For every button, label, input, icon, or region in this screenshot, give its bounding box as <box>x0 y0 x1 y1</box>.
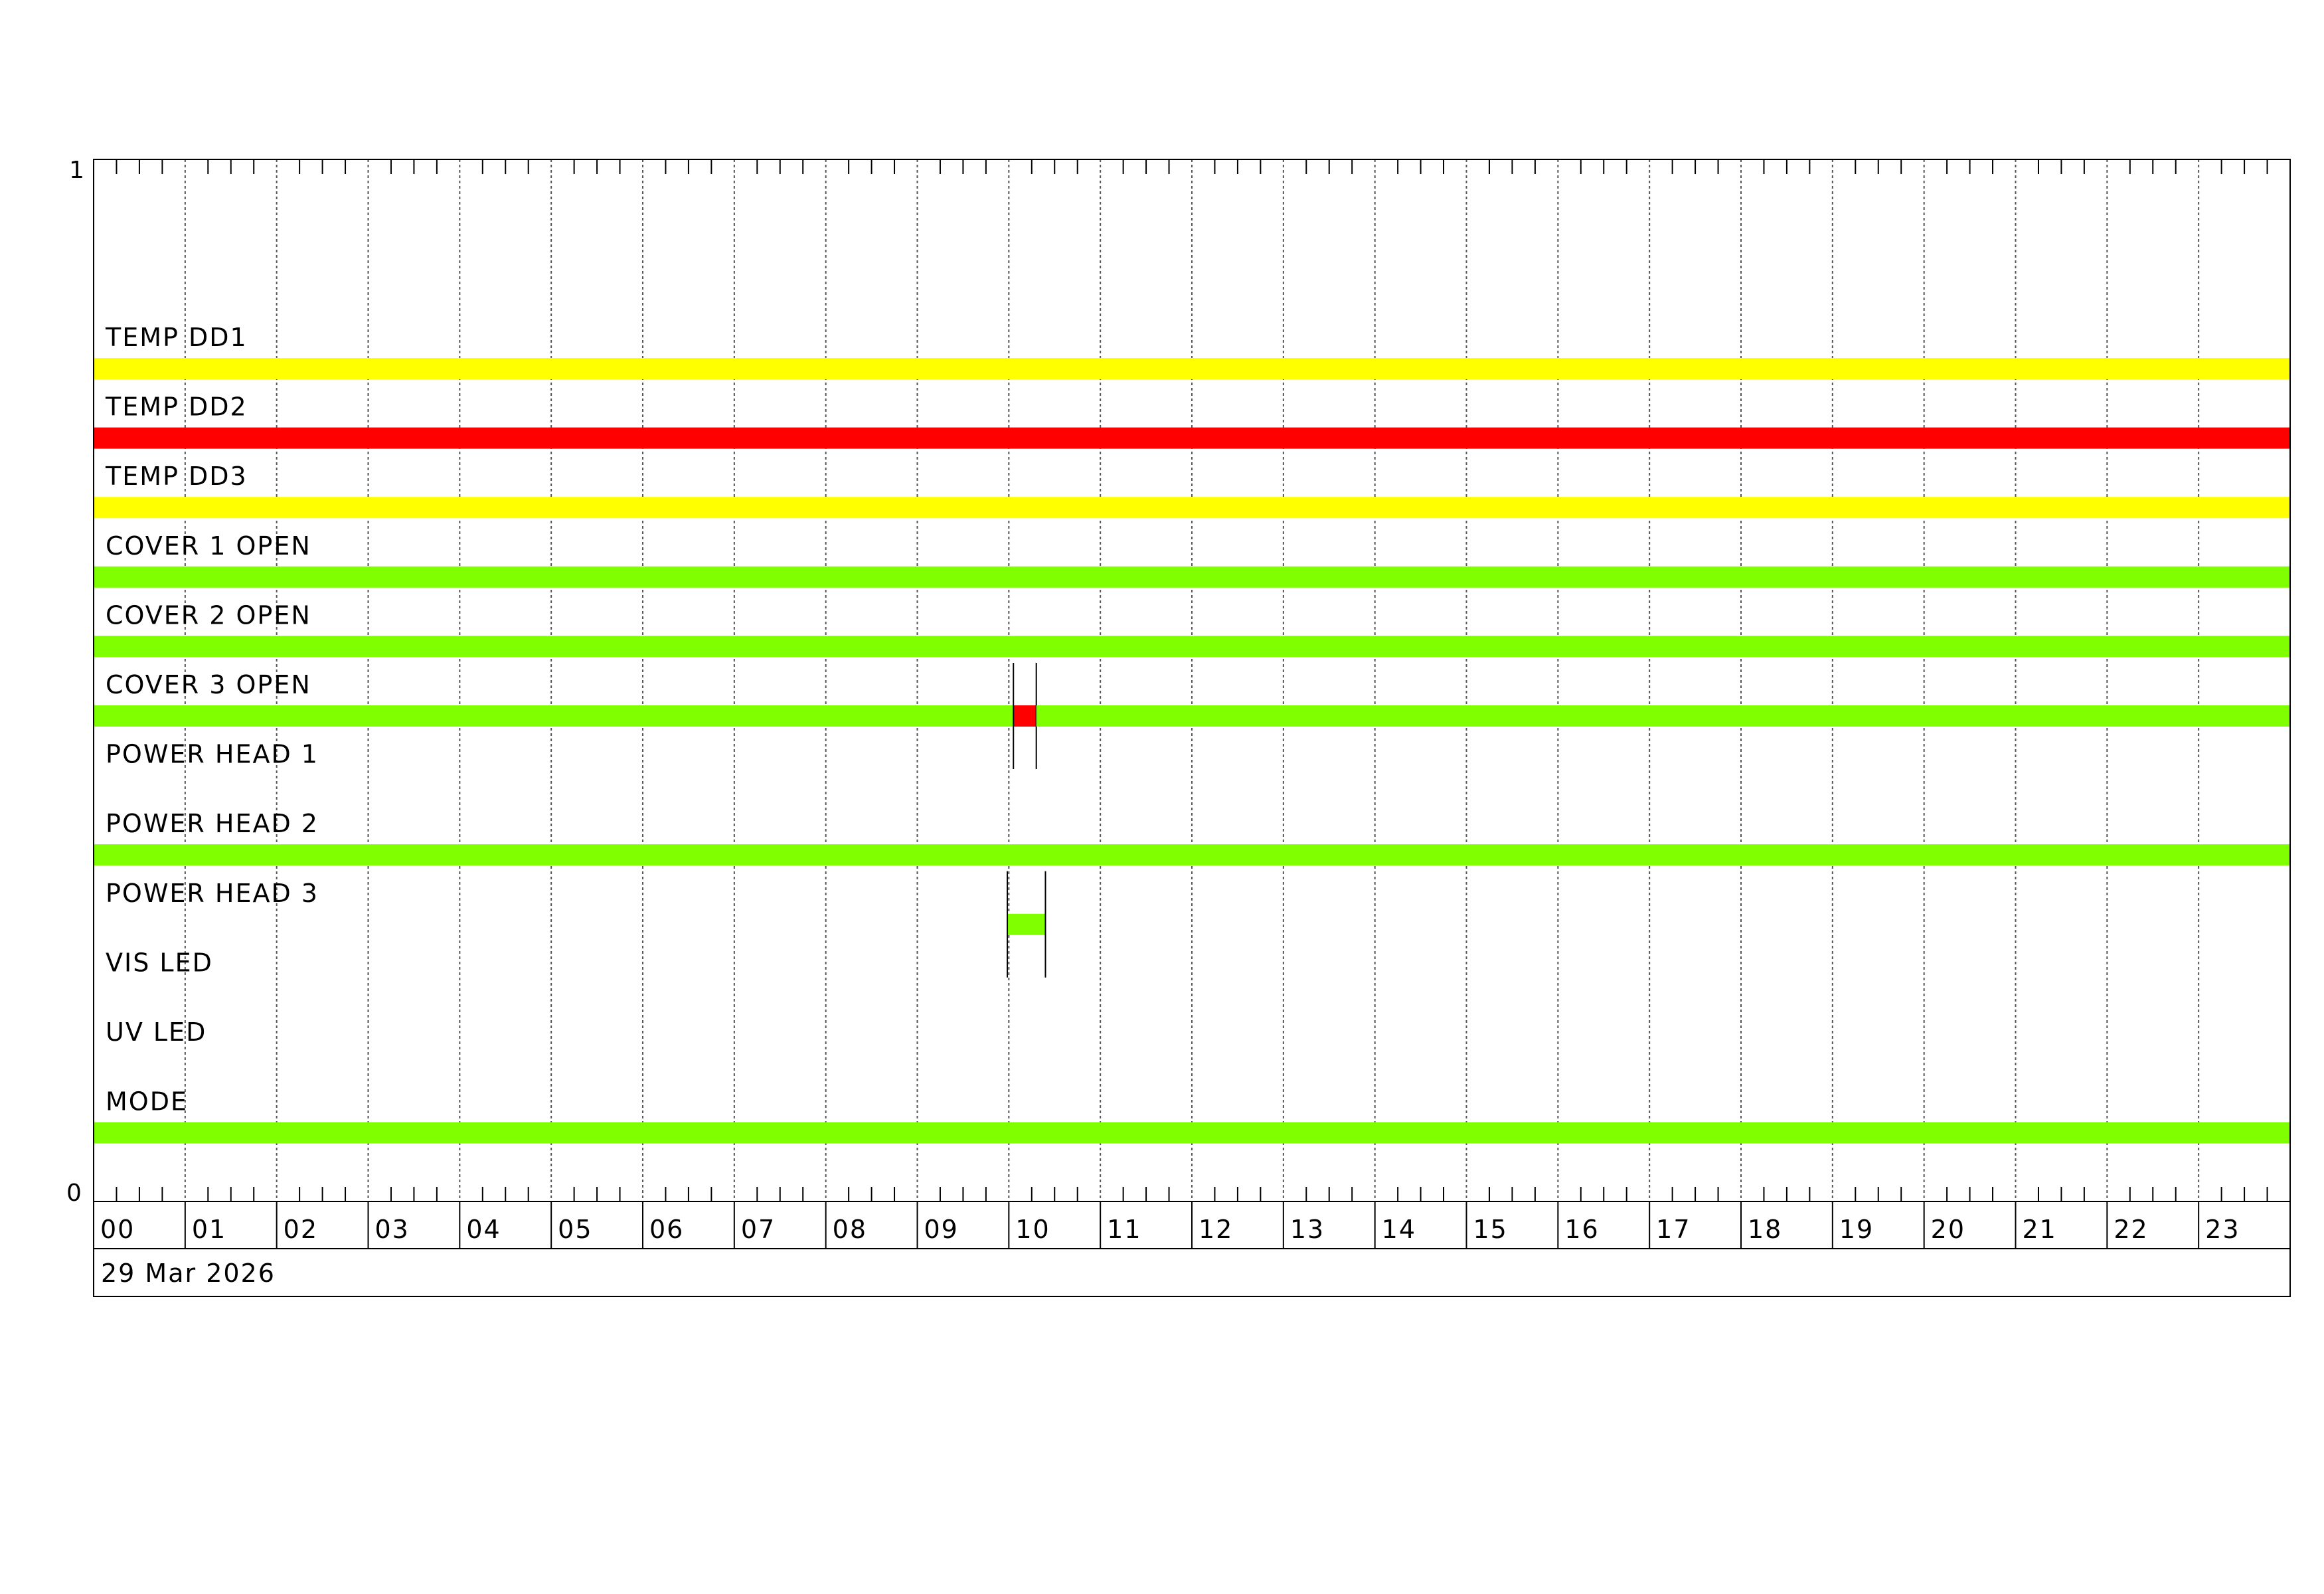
hour-tick-label: 21 <box>2023 1215 2057 1244</box>
hour-tick-label: 00 <box>100 1215 135 1244</box>
hour-tick-label: 23 <box>2205 1215 2240 1244</box>
hour-tick-label: 17 <box>1656 1215 1691 1244</box>
hour-tick-label: 20 <box>1931 1215 1965 1244</box>
status-segment-warning <box>94 497 2290 519</box>
status-segment-ok <box>94 566 2290 588</box>
hour-tick-label: 16 <box>1564 1215 1599 1244</box>
status-segment-ok <box>94 705 1014 727</box>
hour-tick-label: 05 <box>558 1215 592 1244</box>
hour-tick-label: 18 <box>1748 1215 1782 1244</box>
hour-tick-label: 15 <box>1473 1215 1508 1244</box>
row-label: TEMP DD1 <box>105 323 248 352</box>
status-segment-ok <box>94 636 2290 658</box>
hour-tick-label: 12 <box>1199 1215 1233 1244</box>
hour-tick-label: 22 <box>2114 1215 2148 1244</box>
row-label: POWER HEAD 3 <box>106 879 319 908</box>
hour-tick-label: 11 <box>1107 1215 1141 1244</box>
date-label: 29 Mar 2026 <box>101 1259 276 1288</box>
row-label: UV LED <box>106 1018 207 1047</box>
hour-tick-label: 14 <box>1382 1215 1416 1244</box>
hour-tick-label: 19 <box>1839 1215 1874 1244</box>
row-label: COVER 2 OPEN <box>106 600 311 630</box>
grid <box>116 159 2268 1201</box>
hour-tick-label: 03 <box>375 1215 410 1244</box>
status-segment-ok <box>94 844 2290 866</box>
row-label: POWER HEAD 1 <box>106 740 319 769</box>
hour-tick-label: 07 <box>741 1215 776 1244</box>
status-bars: TEMP DD1 TEMP DD2 TEMP DD3 COVER 1 OPEN COVE… <box>94 323 2290 1144</box>
status-segment-ok <box>1007 913 1046 935</box>
hour-tick-label: 02 <box>284 1215 318 1244</box>
status-segment-alarm <box>94 427 2290 449</box>
hour-tick-label: 01 <box>192 1215 226 1244</box>
status-segment-ok <box>1036 705 2290 727</box>
status-segment-warning <box>94 358 2290 379</box>
hour-tick-label: 04 <box>466 1215 501 1244</box>
hour-tick-label: 08 <box>833 1215 867 1244</box>
row-label: COVER 1 OPEN <box>106 531 311 561</box>
status-segment-alarm <box>1013 705 1037 727</box>
row-label: MODE <box>106 1087 188 1116</box>
hour-tick-label: 13 <box>1290 1215 1325 1244</box>
row-label: VIS LED <box>106 948 213 977</box>
hour-tick-label: 06 <box>649 1215 684 1244</box>
row-label: POWER HEAD 2 <box>106 809 319 838</box>
row-label: TEMP DD2 <box>105 393 248 422</box>
hour-tick-label: 10 <box>1015 1215 1050 1244</box>
row-label: TEMP DD3 <box>105 462 248 491</box>
hour-tick-label: 09 <box>924 1215 959 1244</box>
y-top-label: 1 <box>69 157 84 184</box>
plot-frame: 00 01 02 03 04 05 06 07 08 09 10 11 12 13 14 15 16 17 18 19… <box>93 159 2291 1297</box>
y-bottom-label: 0 <box>66 1180 82 1207</box>
row-label: COVER 3 OPEN <box>106 670 311 699</box>
status-segment-ok <box>94 1122 2290 1144</box>
